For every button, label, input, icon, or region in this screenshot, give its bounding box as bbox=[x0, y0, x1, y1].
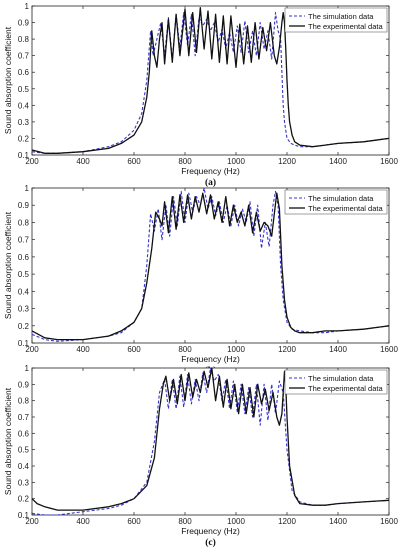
y-tick-label: 0.8 bbox=[18, 35, 30, 44]
x-tick-label: 400 bbox=[76, 157, 90, 166]
x-tick-label: 600 bbox=[127, 157, 141, 166]
y-tick-label: 0.3 bbox=[18, 118, 30, 127]
x-tick-label: 1200 bbox=[278, 517, 296, 526]
y-tick-label: 0.4 bbox=[18, 462, 30, 471]
y-tick-label: 0.1 bbox=[18, 511, 30, 520]
x-tick-label: 600 bbox=[127, 345, 141, 354]
x-axis-label: Frequency (Hz) bbox=[181, 526, 240, 536]
y-tick-label: 0.7 bbox=[18, 236, 30, 245]
y-tick-label: 0.8 bbox=[18, 397, 30, 406]
legend-box bbox=[284, 7, 388, 33]
x-tick-label: 1000 bbox=[227, 345, 245, 354]
legend-label: The simulation data bbox=[308, 12, 374, 21]
x-tick-label: 200 bbox=[25, 345, 39, 354]
x-tick-label: 1000 bbox=[227, 517, 245, 526]
y-tick-label: 1 bbox=[25, 364, 30, 373]
y-tick-label: 0.4 bbox=[18, 101, 30, 110]
x-tick-label: 1400 bbox=[329, 157, 347, 166]
y-tick-label: 0.6 bbox=[18, 429, 30, 438]
legend-label: The experimental data bbox=[308, 22, 383, 31]
legend-box bbox=[284, 189, 388, 215]
legend-label: The experimental data bbox=[308, 204, 383, 213]
x-tick-label: 400 bbox=[76, 345, 90, 354]
x-tick-label: 1200 bbox=[278, 345, 296, 354]
x-tick-label: 1400 bbox=[329, 517, 347, 526]
x-tick-label: 800 bbox=[178, 345, 192, 354]
y-tick-label: 0.1 bbox=[18, 151, 30, 160]
x-tick-label: 1600 bbox=[380, 517, 398, 526]
x-axis-label: Frequency (Hz) bbox=[181, 354, 240, 364]
y-tick-label: 0.5 bbox=[18, 446, 30, 455]
y-tick-label: 0.7 bbox=[18, 413, 30, 422]
y-axis-label: Sound absorption coefficient bbox=[3, 211, 13, 319]
y-tick-label: 0.2 bbox=[18, 134, 30, 143]
x-tick-label: 1400 bbox=[329, 345, 347, 354]
legend-label: The experimental data bbox=[308, 384, 383, 393]
x-tick-label: 800 bbox=[178, 157, 192, 166]
y-tick-label: 0.9 bbox=[18, 201, 30, 210]
x-tick-label: 800 bbox=[178, 517, 192, 526]
x-tick-label: 1000 bbox=[227, 157, 245, 166]
y-tick-label: 0.9 bbox=[18, 380, 30, 389]
y-tick-label: 0.4 bbox=[18, 287, 30, 296]
x-tick-label: 200 bbox=[25, 517, 39, 526]
y-tick-label: 0.5 bbox=[18, 270, 30, 279]
x-tick-label: 400 bbox=[76, 517, 90, 526]
y-tick-label: 0.3 bbox=[18, 305, 30, 314]
x-tick-label: 1600 bbox=[380, 157, 398, 166]
panel-caption: (c) bbox=[205, 537, 216, 548]
y-tick-label: 0.1 bbox=[18, 339, 30, 348]
y-axis-label: Sound absorption coefficient bbox=[3, 387, 13, 495]
y-tick-label: 1 bbox=[25, 184, 30, 193]
y-tick-label: 0.7 bbox=[18, 52, 30, 61]
x-tick-label: 1200 bbox=[278, 157, 296, 166]
y-tick-label: 0.3 bbox=[18, 478, 30, 487]
y-tick-label: 0.6 bbox=[18, 68, 30, 77]
chart-panel-1: 200 400 600 800 1000 1200 1400 1600 0.1 0.2 0.3 0.4… bbox=[3, 184, 398, 376]
series-line-experimental bbox=[31, 7, 390, 154]
chart-panel-2: 200 400 600 800 1000 1200 1400 1600 0.1 0.2 0.3 0.4… bbox=[3, 364, 398, 548]
legend-box bbox=[284, 369, 388, 395]
y-tick-label: 0.6 bbox=[18, 253, 30, 262]
series-line-simulation bbox=[31, 367, 390, 516]
y-axis-label: Sound absorption coefficient bbox=[3, 26, 13, 134]
x-tick-label: 200 bbox=[25, 157, 39, 166]
y-tick-label: 0.2 bbox=[18, 495, 30, 504]
x-axis-label: Frequency (Hz) bbox=[181, 166, 240, 176]
y-tick-label: 0.9 bbox=[18, 19, 30, 28]
y-tick-label: 0.2 bbox=[18, 322, 30, 331]
legend-label: The simulation data bbox=[308, 374, 374, 383]
y-tick-label: 0.5 bbox=[18, 85, 30, 94]
chart-panel-0: 200 400 600 800 1000 1200 1400 1600 0.1 0.2 0.3 0.4… bbox=[3, 2, 398, 188]
series-line-experimental bbox=[31, 192, 390, 341]
y-tick-label: 0.8 bbox=[18, 218, 30, 227]
x-tick-label: 600 bbox=[127, 517, 141, 526]
y-tick-label: 1 bbox=[25, 2, 30, 11]
x-tick-label: 1600 bbox=[380, 345, 398, 354]
series-line-simulation bbox=[31, 187, 390, 342]
legend-label: The simulation data bbox=[308, 194, 374, 203]
panel-caption: (a) bbox=[205, 177, 216, 188]
